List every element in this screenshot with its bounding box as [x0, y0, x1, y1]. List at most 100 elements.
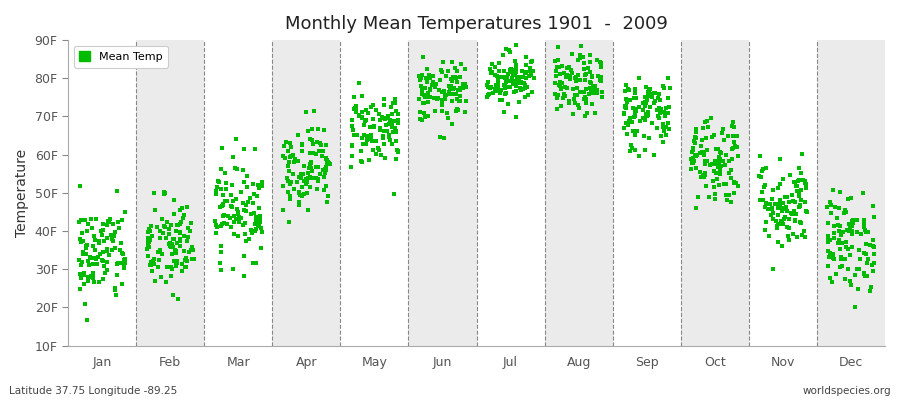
Point — [145, 233, 159, 240]
Point — [481, 91, 495, 98]
Point — [503, 84, 517, 90]
Point — [458, 81, 473, 87]
Point — [281, 147, 295, 154]
Point — [165, 251, 179, 257]
Point — [782, 225, 796, 232]
Point — [149, 224, 164, 230]
Point — [234, 215, 248, 222]
Point — [371, 145, 385, 151]
Point — [484, 70, 499, 76]
Point — [448, 74, 463, 81]
Point — [781, 236, 796, 243]
Point — [376, 102, 391, 108]
Point — [283, 192, 297, 199]
Point — [156, 216, 170, 222]
Point — [216, 220, 230, 226]
Point — [693, 169, 707, 175]
Point — [248, 259, 263, 266]
Point — [305, 168, 320, 175]
Point — [173, 206, 187, 213]
Point — [821, 263, 835, 270]
Point — [380, 114, 394, 121]
Point — [725, 118, 740, 125]
Point — [98, 270, 112, 276]
Point — [366, 123, 381, 129]
Point — [616, 125, 631, 131]
Point — [724, 175, 738, 182]
Point — [553, 79, 567, 86]
Point — [85, 255, 99, 261]
Point — [287, 186, 302, 193]
Point — [619, 131, 634, 137]
Point — [837, 275, 851, 282]
Point — [720, 196, 734, 203]
Point — [584, 90, 598, 96]
Point — [565, 86, 580, 92]
Point — [435, 69, 449, 76]
Point — [446, 74, 460, 80]
Point — [852, 266, 867, 272]
Point — [838, 206, 852, 213]
Point — [179, 255, 194, 261]
Point — [75, 259, 89, 265]
Point — [319, 167, 333, 173]
Point — [832, 228, 846, 234]
Point — [629, 108, 643, 114]
Point — [712, 182, 726, 188]
Point — [845, 217, 859, 224]
Point — [442, 89, 456, 96]
Point — [278, 139, 293, 145]
Point — [859, 228, 873, 235]
Point — [438, 92, 453, 98]
Point — [782, 216, 796, 222]
Point — [508, 58, 523, 64]
Point — [621, 122, 635, 128]
Point — [169, 263, 184, 270]
Point — [216, 201, 230, 207]
Point — [220, 213, 235, 219]
Point — [508, 71, 522, 78]
Point — [75, 230, 89, 236]
Point — [74, 274, 88, 281]
Point — [590, 57, 605, 64]
Point — [384, 120, 399, 126]
Point — [441, 114, 455, 121]
Point — [153, 228, 167, 234]
Point — [518, 74, 533, 81]
Point — [858, 217, 872, 224]
Point — [389, 128, 403, 134]
Point — [184, 244, 199, 250]
Point — [821, 233, 835, 239]
Point — [453, 92, 467, 99]
Point — [636, 100, 651, 106]
Point — [792, 165, 806, 172]
Point — [490, 88, 504, 94]
Point — [725, 145, 740, 152]
Point — [585, 74, 599, 80]
Point — [361, 110, 375, 116]
Point — [86, 279, 101, 285]
Point — [708, 158, 723, 164]
Point — [571, 102, 585, 108]
Point — [564, 51, 579, 58]
Point — [297, 178, 311, 184]
Point — [619, 102, 634, 109]
Point — [213, 186, 228, 192]
Point — [699, 118, 714, 125]
Point — [849, 271, 863, 278]
Point — [454, 61, 469, 68]
Point — [178, 264, 193, 270]
Point — [492, 96, 507, 103]
Point — [252, 205, 266, 212]
Point — [698, 160, 712, 167]
Point — [413, 109, 428, 116]
Point — [522, 68, 536, 74]
Point — [426, 73, 440, 79]
Point — [798, 181, 813, 187]
Point — [117, 260, 131, 266]
Point — [303, 150, 318, 156]
Point — [181, 224, 195, 231]
Point — [165, 241, 179, 248]
Point — [169, 228, 184, 234]
Point — [821, 220, 835, 226]
